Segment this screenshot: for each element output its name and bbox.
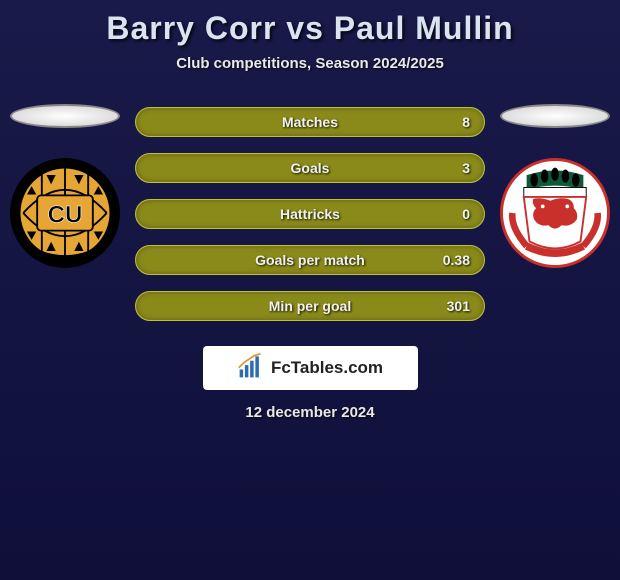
right-club-crest [500,158,610,268]
right-side [495,102,615,268]
stat-value: 301 [440,298,470,314]
stat-label: Goals per match [180,252,440,268]
stat-label: Goals [180,160,440,176]
comparison-panel: CU Matches 8 Goals 3 Hattricks 0 [0,102,620,321]
date-text: 12 december 2024 [0,404,620,421]
svg-text:CU: CU [48,201,83,228]
stat-row: Goals 3 [135,153,485,183]
subtitle: Club competitions, Season 2024/2025 [0,55,620,72]
stat-label: Min per goal [180,298,440,314]
stat-label: Matches [180,114,440,130]
stat-value: 8 [440,114,470,130]
stat-label: Hattricks [180,206,440,222]
chart-icon [237,352,265,385]
player-photo-placeholder-left [10,104,120,128]
left-club-crest: CU [10,158,120,268]
stat-row: Goals per match 0.38 [135,245,485,275]
stat-value: 0 [440,206,470,222]
brand-logo: FcTables.com [203,346,418,390]
left-side: CU [5,102,125,268]
brand-text: FcTables.com [271,358,383,378]
stat-value: 0.38 [440,252,470,268]
stat-row: Min per goal 301 [135,291,485,321]
stat-value: 3 [440,160,470,176]
player-photo-placeholder-right [500,104,610,128]
page-title: Barry Corr vs Paul Mullin [0,10,620,47]
stats-bars: Matches 8 Goals 3 Hattricks 0 Goals per … [135,102,485,321]
stat-row: Matches 8 [135,107,485,137]
stat-row: Hattricks 0 [135,199,485,229]
